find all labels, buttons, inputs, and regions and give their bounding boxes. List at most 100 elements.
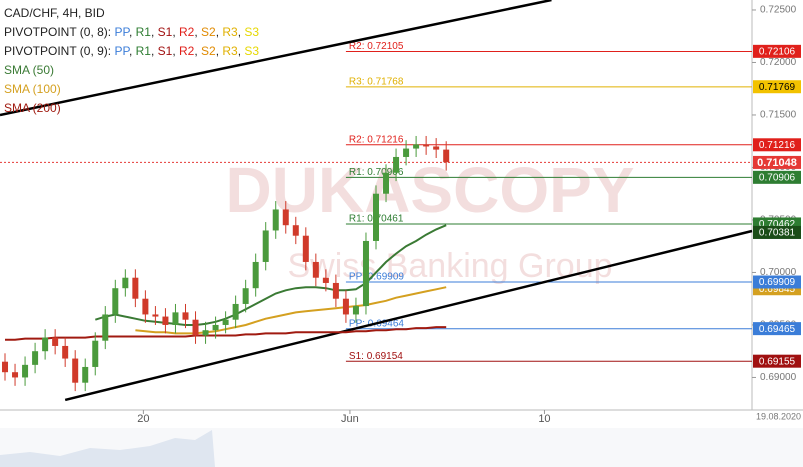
pivot-legend-sep: ,: [129, 25, 136, 39]
pivot-legend-sep: ,: [172, 25, 179, 39]
legend-entry: SMA (50): [4, 63, 54, 77]
y-tick-label: 0.72000: [760, 57, 797, 68]
candle-body: [122, 277, 129, 289]
price-tag: [753, 322, 801, 336]
candle-body: [72, 358, 79, 383]
pivot-legend-sep: ,: [216, 44, 223, 58]
x-tick-label: 10: [538, 413, 550, 425]
y-tick-label: 0.71500: [760, 110, 797, 121]
x-tick-label: Jun: [341, 413, 359, 425]
candle-body: [423, 144, 430, 147]
candle-body: [393, 156, 400, 173]
candle-body: [22, 364, 29, 378]
candle-body: [42, 337, 49, 352]
sma-line: [135, 286, 447, 335]
candle-body: [192, 319, 199, 336]
candle-body: [92, 340, 99, 367]
chart-title: CAD/CHF, 4H, BID: [4, 6, 105, 20]
candle-body: [252, 261, 259, 289]
candle-body: [282, 209, 289, 226]
pivot-legend-sep: ,: [216, 25, 223, 39]
candle-body: [212, 324, 219, 331]
pivot-legend-item: R1: [136, 44, 152, 58]
pivot-label: PP: 0.69909: [349, 272, 404, 283]
pivot-label: R2: 0.71216: [349, 134, 404, 145]
candle-body: [202, 330, 209, 336]
candle-body: [2, 361, 9, 373]
legend-entry: SMA (100): [4, 82, 61, 96]
candle-body: [413, 144, 420, 149]
candle-body: [302, 235, 309, 262]
candle-body: [62, 345, 69, 359]
pivot-legend-prefix: PIVOTPOINT (0, 9):: [4, 44, 111, 58]
candle-body: [322, 277, 329, 283]
price-tag: [753, 275, 801, 289]
candle-body: [52, 337, 59, 346]
pivot-label: R1: 0.70906: [349, 167, 404, 178]
price-tag-label: 0.70381: [759, 228, 796, 239]
pivot-legend-item: PP: [114, 25, 130, 39]
price-tag: [753, 354, 801, 368]
price-tag: [753, 155, 801, 169]
candle-body: [142, 298, 149, 315]
price-tag: [753, 138, 801, 152]
price-tag-label: 0.70462: [759, 219, 796, 230]
candle-body: [433, 146, 440, 150]
price-tag-label: 0.69845: [759, 284, 796, 295]
pivot-legend-item: R3: [222, 44, 238, 58]
pivot-legend-sep: ,: [238, 25, 245, 39]
price-tag-label: 0.72106: [759, 46, 796, 57]
pivot-legend-sep: ,: [194, 25, 201, 39]
candle-body: [403, 148, 410, 157]
candle-body: [222, 319, 229, 325]
candle-body: [232, 303, 239, 320]
pivot-label: S1: 0.69154: [349, 351, 403, 362]
pivot-legend-item: R1: [136, 25, 152, 39]
candle-body: [242, 288, 249, 304]
candle-body: [102, 314, 109, 341]
candle-body: [112, 288, 119, 315]
pivot-legend-item: R2: [179, 25, 195, 39]
price-tag-label: 0.71216: [759, 140, 796, 151]
pivot-legend: PIVOTPOINT (0, 8): PP, R1, S1, R2, S2, R…: [4, 25, 259, 39]
pivot-legend-item: S2: [201, 25, 216, 39]
candle-body: [172, 312, 179, 325]
pivot-legend-item: R2: [179, 44, 195, 58]
candle-body: [383, 172, 390, 194]
navigator-area: [0, 430, 215, 467]
y-tick-label: 0.70000: [760, 267, 797, 278]
price-tag-label: 0.71048: [757, 157, 797, 169]
pivot-legend: PIVOTPOINT (0, 9): PP, R1, S1, R2, S2, R…: [4, 44, 259, 58]
candle-body: [362, 240, 369, 307]
price-tag-label: 0.71769: [759, 82, 796, 93]
candle-body: [32, 351, 39, 365]
candle-body: [182, 312, 189, 320]
candle-body: [132, 277, 139, 299]
price-tag: [753, 44, 801, 58]
pivot-legend-sep: ,: [129, 44, 136, 58]
pivot-legend-item: PP: [114, 44, 130, 58]
candle-body: [312, 261, 319, 278]
candle-body: [292, 225, 299, 236]
pivot-legend-sep: ,: [151, 44, 158, 58]
pivot-legend-sep: ,: [194, 44, 201, 58]
pivot-legend-item: S2: [201, 44, 216, 58]
candle-body: [262, 230, 269, 262]
y-tick-label: 0.69000: [760, 372, 797, 383]
candle-body: [373, 193, 379, 241]
candle-body: [332, 282, 339, 299]
price-tag-label: 0.69909: [759, 277, 796, 288]
navigator: [0, 428, 803, 467]
pivot-legend-item: S1: [158, 25, 173, 39]
date-label: 19.08.2020: [756, 411, 801, 421]
price-tag: [753, 170, 801, 184]
candle-body: [152, 314, 159, 317]
trend-line: [0, 0, 552, 117]
candle-body: [443, 149, 450, 163]
legend-entry: SMA (200): [4, 101, 61, 115]
price-tag-label: 0.70906: [759, 172, 796, 183]
price-tag: [753, 80, 801, 94]
